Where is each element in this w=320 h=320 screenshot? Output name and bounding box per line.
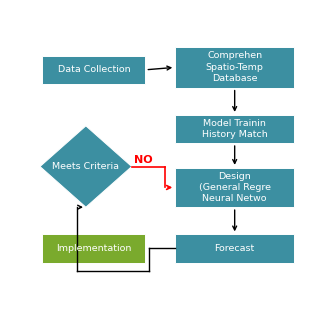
FancyBboxPatch shape [175,47,294,88]
Polygon shape [40,126,132,207]
Text: Design
(General Regre
Neural Netwo: Design (General Regre Neural Netwo [199,172,271,204]
Text: NO: NO [134,156,152,165]
Text: Forecast: Forecast [214,244,255,253]
FancyBboxPatch shape [175,234,294,263]
FancyBboxPatch shape [175,115,294,143]
Text: Comprehen
Spatio-Temp
Database: Comprehen Spatio-Temp Database [206,52,264,83]
Text: Meets Criteria: Meets Criteria [52,162,119,171]
Text: Model Trainin
History Match: Model Trainin History Match [202,119,268,139]
Text: Data Collection: Data Collection [58,65,130,74]
Text: Implementation: Implementation [56,244,132,253]
FancyBboxPatch shape [175,168,294,207]
FancyBboxPatch shape [43,56,145,84]
FancyBboxPatch shape [43,234,145,263]
